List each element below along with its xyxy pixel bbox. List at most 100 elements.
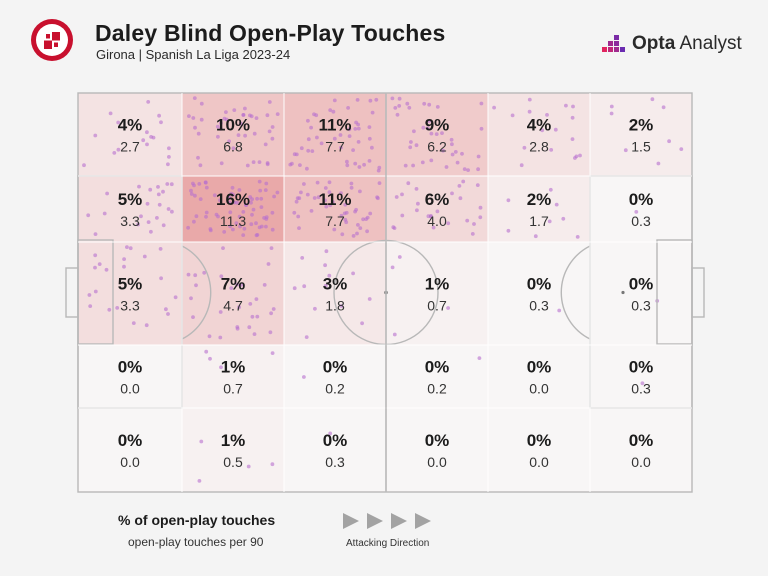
touch-dot [227, 195, 232, 200]
heat-cell [78, 242, 182, 345]
touch-dot [349, 185, 354, 190]
cell-per90-label: 0.0 [529, 381, 549, 397]
touch-dot [339, 213, 344, 218]
touch-dot [400, 192, 404, 197]
cell-per90-label: 3.3 [120, 298, 140, 314]
touch-dot [429, 158, 434, 163]
cell-percent-label: 11% [318, 190, 351, 209]
touch-dot [519, 163, 524, 168]
touch-dot [353, 161, 358, 166]
touch-dot [355, 98, 360, 102]
cell-per90-label: 2.8 [529, 139, 549, 155]
touch-dot [377, 181, 382, 186]
touch-dot [145, 130, 149, 135]
touch-dot [328, 108, 333, 112]
touch-dot [156, 185, 160, 189]
touch-dot [230, 185, 235, 190]
touch-dot [346, 106, 350, 110]
cell-per90-label: 4.7 [223, 298, 243, 314]
cell-per90-label: 7.7 [325, 213, 345, 229]
touch-dot [367, 297, 372, 301]
cell-percent-label: 1% [221, 431, 246, 450]
cell-per90-label: 0.3 [529, 298, 549, 314]
touch-dot [237, 305, 242, 310]
touch-dot [192, 219, 196, 224]
touch-dot [351, 234, 356, 238]
touch-dot [248, 302, 253, 306]
cell-percent-label: 5% [118, 190, 143, 209]
touch-dot [248, 113, 252, 118]
touch-dot [187, 114, 191, 118]
cell-percent-label: 0% [629, 358, 654, 377]
touch-dot [218, 126, 223, 131]
touch-dot [87, 293, 92, 297]
touch-dot [466, 168, 470, 173]
touch-dot [332, 136, 337, 141]
cell-per90-label: 7.7 [325, 139, 345, 155]
touch-dot [108, 111, 113, 116]
touch-dot [357, 165, 362, 169]
touch-dot [219, 274, 224, 279]
touch-dot [235, 282, 240, 287]
touch-dot [573, 156, 577, 160]
touch-dot [218, 335, 223, 340]
touch-dot [194, 214, 199, 219]
touch-dot [323, 186, 328, 190]
touch-dot [166, 207, 171, 211]
touch-dot [169, 182, 174, 187]
touch-dot [148, 187, 153, 192]
touch-dot [470, 232, 475, 236]
touch-dot [476, 167, 480, 172]
touch-dot [164, 307, 168, 312]
touch-dot [299, 146, 304, 151]
touch-dot [242, 226, 247, 231]
touch-dot [656, 161, 661, 166]
touch-dot [327, 273, 332, 278]
cell-percent-label: 3% [323, 275, 348, 294]
touch-dot [245, 163, 250, 168]
heat-cell [590, 345, 692, 408]
touch-dot [268, 330, 273, 335]
touch-dot [415, 208, 419, 213]
touch-dot [222, 230, 227, 234]
cell-percent-label: 1% [425, 275, 450, 294]
header: Daley Blind Open-Play Touches Girona | S… [0, 0, 768, 90]
touch-dot [112, 151, 117, 155]
touch-dot [302, 182, 306, 186]
touch-dot [131, 321, 136, 325]
touch-dot [475, 183, 480, 188]
touch-dot [191, 116, 196, 120]
cell-per90-label: 6.8 [223, 139, 243, 155]
touch-dot [356, 126, 361, 131]
touch-dot [208, 228, 213, 233]
cell-per90-label: 0.3 [631, 298, 651, 314]
touch-dot [204, 185, 209, 190]
heat-cell [284, 242, 386, 345]
touch-dot [553, 127, 558, 132]
touch-dot [199, 439, 204, 444]
touch-dot [362, 162, 366, 167]
touch-dot [243, 133, 248, 138]
touch-dot [527, 97, 532, 102]
touch-dot [145, 142, 149, 147]
cell-per90-label: 2.7 [120, 139, 140, 155]
touch-dot [506, 228, 511, 233]
touch-dot [634, 210, 639, 214]
touch-dot [412, 129, 416, 134]
touch-dot [435, 209, 440, 214]
touch-dot [227, 139, 232, 144]
touch-dot [393, 106, 398, 110]
touch-dot [250, 197, 255, 202]
touch-dot [367, 159, 372, 163]
touch-dot [367, 125, 372, 129]
touch-dot [166, 312, 170, 316]
touch-dot [305, 192, 310, 197]
cell-percent-label: 2% [527, 190, 552, 209]
touch-dot [416, 201, 420, 206]
touch-dot [545, 113, 549, 117]
cell-percent-label: 16% [216, 190, 250, 209]
touch-dot [264, 215, 269, 220]
touch-dot [547, 219, 552, 224]
heat-cell [488, 345, 590, 408]
heat-cell [182, 176, 284, 242]
